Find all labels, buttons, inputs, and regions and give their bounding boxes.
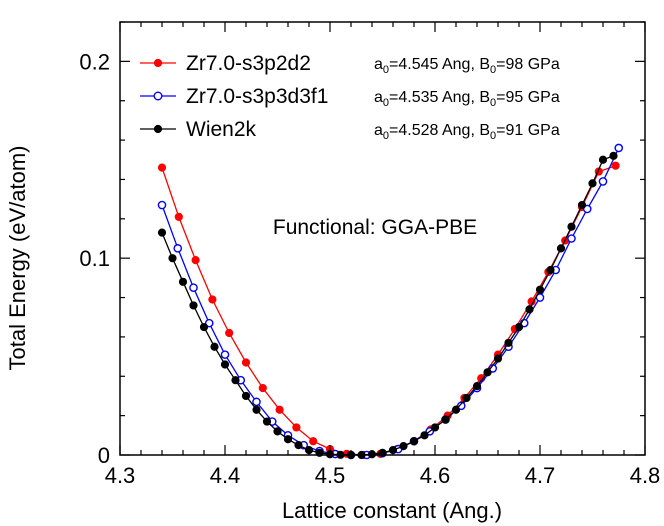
- y-tick-label: 0: [98, 443, 110, 468]
- data-point: [178, 277, 188, 286]
- legend-label: Wien2k: [186, 118, 257, 141]
- series-1: [157, 143, 624, 460]
- data-point: [262, 417, 272, 426]
- data-point: [546, 265, 555, 275]
- series-0: [157, 161, 620, 460]
- data-point: [556, 244, 566, 253]
- y-axis-title: Total Energy (eV/atom): [5, 146, 30, 371]
- data-point: [189, 301, 198, 310]
- data-point: [157, 163, 167, 172]
- data-point: [588, 179, 597, 188]
- legend-entry-2: Wien2k a0=4.528 Ang, B0=91 GPa: [140, 118, 560, 142]
- data-point: [611, 161, 620, 170]
- data-point: [157, 200, 167, 210]
- x-tick-label: 4.5: [315, 463, 346, 488]
- data-point: [598, 177, 608, 186]
- data-point: [174, 212, 183, 221]
- data-point: [609, 151, 618, 160]
- data-point: [210, 342, 219, 351]
- data-point: [451, 405, 461, 414]
- data-point: [577, 200, 587, 210]
- data-point: [231, 376, 240, 385]
- data-point: [294, 441, 303, 450]
- legend-marker: [153, 58, 163, 68]
- legend-entry-0: Zr7.0-s3p2d2 a0=4.545 Ang, B0=98 GPa: [140, 52, 560, 76]
- series-line: [161, 165, 616, 456]
- data-point: [430, 423, 440, 432]
- x-tick-label: 4.3: [105, 463, 136, 488]
- legend-marker: [153, 124, 163, 134]
- data-point: [525, 305, 534, 314]
- data-point: [504, 338, 513, 347]
- x-tick-label: 4.6: [420, 463, 451, 488]
- data-point: [292, 423, 301, 432]
- data-point: [191, 256, 200, 265]
- legend-label: Zr7.0-s3p2d2: [186, 52, 311, 75]
- data-point: [275, 405, 284, 414]
- x-tick-label: 4.7: [525, 463, 556, 488]
- series-line: [161, 155, 614, 456]
- data-point: [252, 405, 261, 414]
- data-point: [208, 295, 217, 304]
- fit-parameters: a0=4.528 Ang, B0=91 GPa: [374, 122, 560, 142]
- x-tick-label: 4.4: [210, 463, 241, 488]
- data-point: [241, 391, 251, 401]
- axes-layer: 4.3 4.4 4.5 4.6 4.7 4.8 0 0.1 0.2: [79, 21, 661, 488]
- data-point: [472, 382, 482, 391]
- data-point: [273, 427, 282, 436]
- data-point: [225, 328, 234, 338]
- data-point: [399, 442, 408, 451]
- data-point: [189, 283, 198, 293]
- data-point: [514, 322, 524, 332]
- y-tick-label: 0.2: [79, 49, 110, 74]
- legend-marker: [153, 91, 163, 101]
- data-point: [241, 358, 251, 367]
- x-axis-title: Lattice constant (Ang.): [282, 498, 502, 523]
- legend: Zr7.0-s3p2d2 a0=4.545 Ang, B0=98 GPaZr7.0…: [140, 52, 560, 142]
- data-point: [173, 244, 183, 253]
- data-point: [283, 435, 293, 444]
- data-point: [199, 322, 209, 332]
- data-point: [598, 155, 608, 164]
- data-point: [309, 437, 318, 446]
- data-point: [157, 228, 167, 237]
- fit-parameters: a0=4.535 Ang, B0=95 GPa: [374, 89, 560, 109]
- functional-annotation: Functional: GGA-PBE: [273, 216, 477, 239]
- data-point: [535, 285, 545, 294]
- data-point: [567, 222, 576, 231]
- data-point: [462, 393, 471, 403]
- legend-label: Zr7.0-s3p3d3f1: [186, 85, 328, 108]
- data-point: [252, 397, 261, 407]
- data-point: [420, 431, 429, 440]
- data-point: [168, 254, 177, 263]
- data-point: [567, 234, 576, 243]
- series-2: [157, 151, 618, 460]
- x-tick-label: 4.8: [630, 463, 661, 488]
- data-point: [220, 360, 230, 369]
- data-point: [409, 437, 419, 446]
- series-line: [161, 147, 620, 456]
- data-point: [220, 350, 230, 359]
- data-point: [441, 415, 450, 424]
- data-point: [493, 354, 503, 363]
- plot-frame: [119, 21, 646, 456]
- legend-entry-1: Zr7.0-s3p3d3f1 a0=4.535 Ang, B0=95 GPa: [140, 85, 560, 109]
- y-tick-label: 0.1: [79, 246, 110, 271]
- fit-parameters: a0=4.545 Ang, B0=98 GPa: [374, 56, 560, 76]
- data-point: [614, 143, 624, 153]
- series-layer: [157, 143, 624, 460]
- data-point: [483, 368, 492, 377]
- data-point: [258, 383, 267, 393]
